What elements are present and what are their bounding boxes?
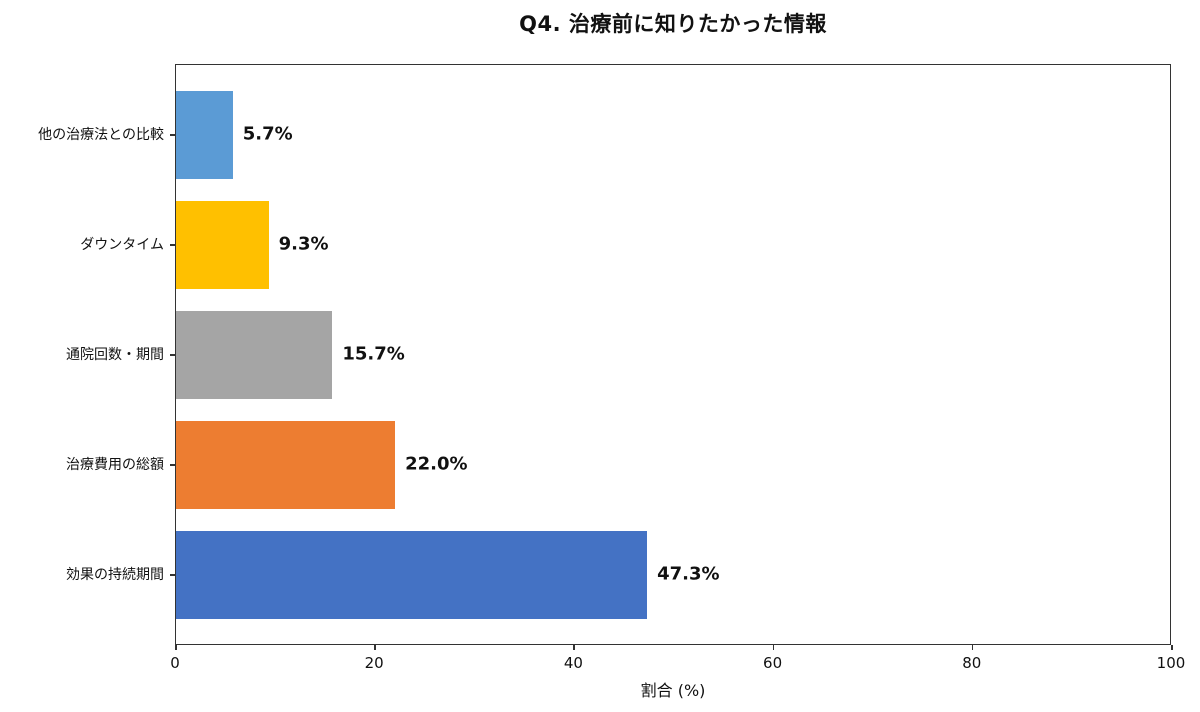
x-axis-label: 割合 (%) bbox=[640, 681, 706, 700]
bar bbox=[176, 531, 648, 619]
bar bbox=[176, 421, 396, 509]
y-tick bbox=[170, 134, 175, 136]
x-tick-label: 40 bbox=[563, 654, 583, 672]
category-label: 治療費用の総額 bbox=[66, 457, 164, 473]
x-tick bbox=[573, 645, 575, 650]
category-label: 他の治療法との比較 bbox=[38, 127, 164, 143]
bar bbox=[176, 91, 233, 179]
bar-value-label: 22.0% bbox=[405, 453, 468, 475]
x-tick bbox=[1171, 645, 1173, 650]
x-tick-label: 20 bbox=[364, 654, 384, 672]
x-tick-label: 80 bbox=[962, 654, 982, 672]
bar-value-label: 15.7% bbox=[342, 343, 405, 365]
x-tick-label: 60 bbox=[763, 654, 783, 672]
bar bbox=[176, 311, 333, 399]
x-tick bbox=[374, 645, 376, 650]
category-label: 効果の持続期間 bbox=[66, 567, 164, 583]
x-tick bbox=[175, 645, 177, 650]
x-tick-label: 0 bbox=[170, 654, 180, 672]
bar-value-label: 5.7% bbox=[242, 123, 293, 145]
bar-value-label: 47.3% bbox=[657, 563, 720, 585]
x-tick-label: 100 bbox=[1156, 654, 1186, 672]
x-tick bbox=[971, 645, 974, 650]
bar-value-label: 9.3% bbox=[278, 233, 329, 255]
bar bbox=[176, 201, 269, 289]
y-tick bbox=[170, 354, 175, 356]
y-tick bbox=[170, 574, 175, 576]
plot-area bbox=[175, 64, 1171, 645]
x-tick bbox=[772, 645, 775, 650]
y-tick bbox=[170, 464, 175, 466]
chart-title: Q4. 治療前に知りたかった情報 bbox=[519, 12, 827, 36]
y-tick bbox=[170, 244, 175, 246]
category-label: 通院回数・期間 bbox=[66, 347, 164, 363]
category-label: ダウンタイム bbox=[80, 237, 164, 253]
